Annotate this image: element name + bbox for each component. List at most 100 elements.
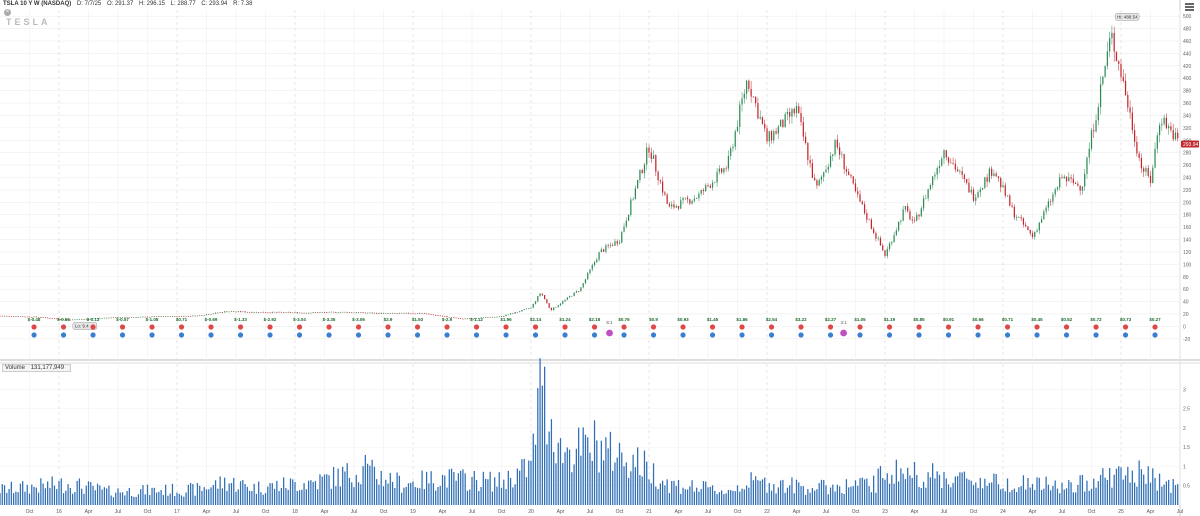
candle-body (407, 312, 410, 314)
candle-body (789, 111, 791, 117)
candle-body (1050, 201, 1052, 202)
candle-body (71, 319, 74, 321)
candle-body (557, 305, 559, 308)
volume-bar (993, 473, 995, 505)
candle-body (571, 296, 573, 297)
volume-bar (782, 479, 784, 505)
time-tick-label: 22 (764, 509, 770, 515)
candle-body (253, 312, 255, 313)
volume-bar (478, 491, 480, 505)
volume-bar (589, 452, 591, 505)
volume-bar (947, 484, 950, 505)
volume-bar (673, 480, 675, 505)
x-icon[interactable]: × (4, 9, 11, 16)
earnings-value-label: $1.86 (736, 317, 748, 322)
dividend-event-icon (532, 324, 539, 330)
candle-body (478, 318, 480, 319)
volume-bar (294, 482, 296, 505)
earnings-event-icon (60, 332, 67, 338)
volume-bar (870, 492, 873, 505)
dividend-event-icon (31, 324, 37, 330)
candle-body (380, 312, 382, 314)
volume-bar (292, 479, 294, 505)
candle-body (208, 314, 210, 315)
candle-body (373, 312, 376, 314)
candle-body (328, 311, 330, 313)
volume-bar (219, 476, 221, 505)
volume-bar (700, 489, 702, 505)
volume-bar (323, 474, 326, 505)
volume-bar (970, 480, 972, 505)
candle-body (793, 108, 795, 114)
candle-body (416, 313, 419, 314)
volume-bar (1122, 479, 1124, 505)
volume-bar (668, 493, 671, 505)
candle-body (534, 301, 537, 304)
volume-bar (507, 470, 509, 505)
volume-bar (963, 471, 966, 505)
candle-body (135, 317, 137, 318)
candle-body (986, 177, 988, 182)
candle-body (507, 314, 509, 316)
candle-body (634, 188, 637, 199)
volume-bar (995, 474, 997, 505)
candle-body (1031, 233, 1034, 237)
high-annotation-box (1114, 13, 1140, 21)
volume-bar (446, 487, 448, 505)
candle-body (959, 171, 961, 172)
volume-bar (814, 490, 816, 505)
price-tick-label: 140 (1183, 238, 1192, 244)
volume-bar (800, 486, 802, 505)
earnings-event-icon (768, 332, 775, 338)
volume-bar (199, 485, 201, 505)
volume-bar (410, 482, 412, 505)
volume-bar (37, 492, 40, 505)
candle-body (970, 189, 972, 193)
volume-bar (559, 438, 562, 505)
volume-bar (913, 461, 916, 505)
volume-bar (791, 477, 793, 505)
candle-body (480, 317, 482, 319)
candle-body (210, 314, 212, 315)
volume-bar (1154, 477, 1156, 505)
volume-bar (691, 480, 693, 505)
candle-body (1036, 230, 1038, 232)
earnings-value-label: $-1.12 (470, 317, 483, 322)
earnings-event-icon (827, 332, 834, 338)
volume-bar (795, 479, 798, 505)
candle-body (425, 313, 428, 315)
volume-bar (342, 466, 344, 505)
earnings-event-icon (326, 332, 332, 338)
volume-bar (503, 479, 505, 505)
candle-body (1158, 125, 1161, 136)
volume-bar (911, 477, 913, 505)
price-tick-label: 460 (1183, 39, 1192, 45)
volume-bar (798, 482, 800, 505)
candle-body (509, 313, 512, 315)
volume-bar (718, 492, 720, 505)
dividend-event-icon (119, 324, 126, 330)
candle-body (553, 307, 555, 311)
earnings-value-label: $-2.9 (442, 317, 453, 322)
candle-body (421, 313, 423, 314)
volume-bar (432, 483, 435, 505)
volume-bar (1174, 485, 1177, 505)
volume-bar (1097, 481, 1099, 505)
candle-body (913, 220, 916, 222)
candle-body (1093, 130, 1095, 132)
time-tick-label: Apr (793, 509, 801, 515)
candle-body (725, 168, 727, 169)
price-tick-label: 380 (1183, 89, 1192, 95)
last-price-marker (1181, 140, 1199, 148)
dividend-event-icon (1063, 324, 1070, 330)
volume-bar (149, 495, 151, 505)
candle-body (868, 219, 870, 221)
candle-body (1095, 120, 1097, 132)
volume-bar (920, 487, 922, 505)
hamburger-icon[interactable] (1185, 3, 1194, 12)
candle-body (1040, 219, 1043, 223)
volume-bar (1006, 478, 1009, 505)
volume-bar (1065, 488, 1068, 505)
volume-bar (453, 472, 455, 505)
